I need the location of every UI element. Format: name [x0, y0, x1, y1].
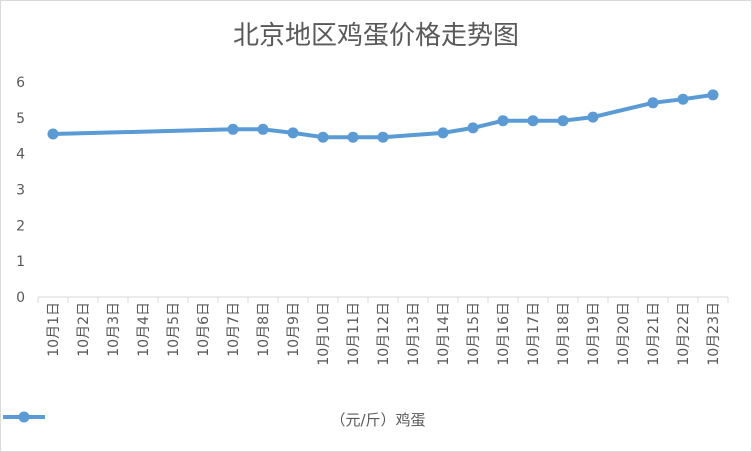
x-tick-label: 10月21日 — [646, 302, 662, 366]
y-tick-label: 1 — [16, 254, 25, 270]
data-point — [287, 127, 299, 139]
data-point — [437, 127, 449, 139]
data-point — [647, 97, 659, 109]
x-tick-label: 10月14日 — [436, 302, 452, 366]
data-point — [557, 115, 569, 127]
legend: （元/斤）鸡蛋 — [1, 409, 751, 430]
x-tick-label: 10月18日 — [556, 302, 572, 366]
data-point — [257, 123, 269, 135]
x-tick-label: 10月19日 — [586, 302, 602, 366]
x-tick-label: 10月9日 — [286, 302, 302, 357]
legend-swatch — [3, 411, 45, 423]
data-point — [317, 131, 329, 143]
y-tick-label: 0 — [16, 290, 25, 306]
x-tick-label: 10月1日 — [46, 302, 62, 357]
data-point — [47, 128, 59, 140]
x-tick-label: 10月3日 — [106, 302, 122, 357]
y-tick-label: 5 — [16, 111, 25, 127]
x-tick-label: 10月13日 — [406, 302, 422, 366]
series-line — [51, 92, 715, 140]
legend-label: （元/斤）鸡蛋 — [330, 411, 426, 429]
data-point — [347, 131, 359, 143]
x-tick-label: 10月17日 — [526, 302, 542, 366]
x-tick-label: 10月16日 — [496, 302, 512, 366]
y-tick-label: 6 — [16, 75, 25, 91]
x-tick-label: 10月2日 — [76, 302, 92, 357]
data-point — [587, 111, 599, 123]
x-tick-label: 10月10日 — [316, 302, 332, 366]
data-point — [707, 89, 719, 101]
x-tick-label: 10月6日 — [196, 302, 212, 357]
x-tick-label: 10月23日 — [706, 302, 722, 366]
x-tick-label: 10月22日 — [676, 302, 692, 366]
x-tick-label: 10月20日 — [616, 302, 632, 366]
x-tick-label: 10月7日 — [226, 302, 242, 357]
y-tick-label: 3 — [16, 183, 25, 199]
data-point — [677, 93, 689, 105]
x-tick-label: 10月8日 — [256, 302, 272, 357]
y-tick-label: 4 — [16, 147, 25, 163]
data-point — [527, 115, 539, 127]
chart-title: 北京地区鸡蛋价格走势图 — [232, 21, 519, 51]
data-point — [227, 123, 239, 135]
x-tick-label: 10月5日 — [166, 302, 182, 357]
x-tick-label: 10月4日 — [136, 302, 152, 357]
data-point — [467, 122, 479, 134]
x-tick-label: 10月12日 — [376, 302, 392, 366]
x-tick-label: 10月15日 — [466, 302, 482, 366]
y-tick-label: 2 — [16, 218, 25, 234]
data-point — [497, 115, 509, 127]
data-point — [377, 131, 389, 143]
x-tick-label: 10月11日 — [346, 302, 362, 366]
